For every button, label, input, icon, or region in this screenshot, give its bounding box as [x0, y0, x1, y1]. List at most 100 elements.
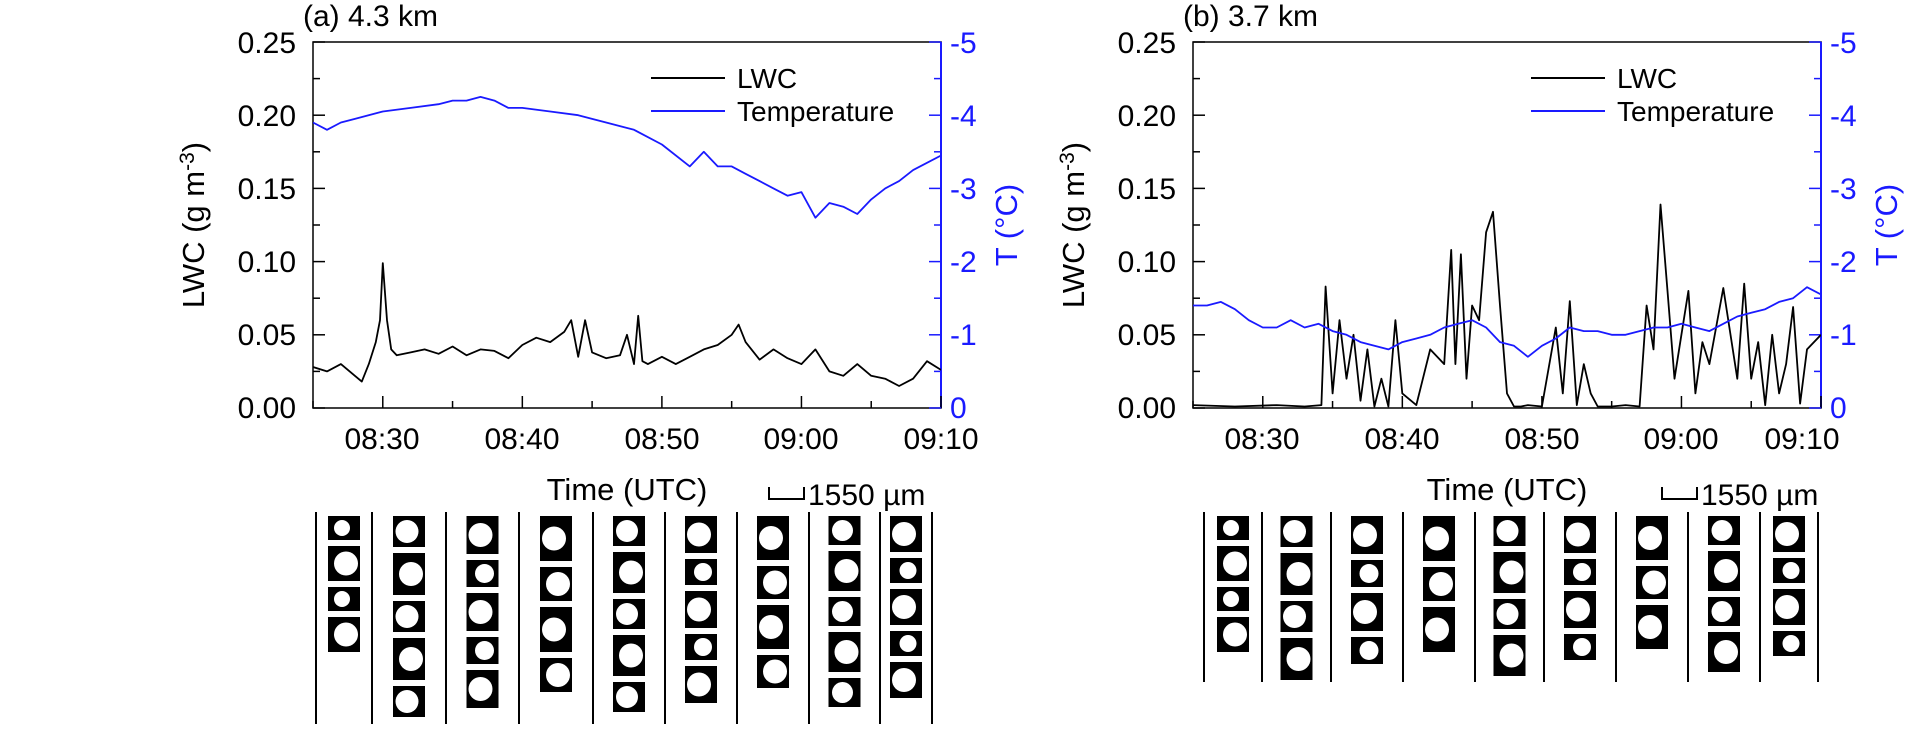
y-left-tick-b-3: 0.15 — [1118, 173, 1176, 206]
chart-panel-a: (a) 4.3 km 0.00 0.05 0.10 0.15 0.20 0.25… — [176, 0, 1024, 724]
particle-shape — [1775, 522, 1799, 546]
particle-image-strips-b — [1203, 512, 1819, 682]
y-right-tick-b-3: -3 — [1830, 173, 1857, 206]
particle-shape — [399, 562, 423, 586]
particle-shape — [1499, 643, 1524, 668]
y-right-tick-b-1: -1 — [1830, 319, 1857, 352]
particle-shape — [763, 659, 787, 684]
series-group-a — [313, 96, 941, 387]
x-tick-a-3: 09:00 — [763, 423, 838, 456]
particle-shape — [1425, 617, 1449, 642]
y-left-tick-b-2: 0.10 — [1118, 246, 1176, 279]
particle-shape — [334, 622, 358, 647]
particle-shape — [1223, 622, 1247, 647]
particle-shape — [468, 523, 493, 547]
particle-shape — [1775, 595, 1799, 619]
x-tick-a-4: 09:10 — [903, 423, 978, 456]
particle-shape — [1359, 641, 1379, 660]
y-right-tick-a-3: -3 — [950, 173, 977, 206]
particle-shape — [899, 635, 917, 652]
scale-bar-label-b: 1550 µm — [1701, 479, 1818, 512]
y-left-tick-a-4: 0.20 — [238, 100, 296, 133]
particle-shape — [1714, 559, 1738, 583]
particle-shape — [1353, 523, 1377, 547]
legend-label-lwc-b: LWC — [1617, 63, 1677, 94]
particle-shape — [1223, 551, 1247, 576]
scale-bar-b — [1661, 487, 1698, 500]
series-line-temperature — [313, 96, 941, 219]
y-right-tick-a-4: -4 — [950, 100, 977, 133]
axis-ticks-b — [1192, 41, 1822, 409]
panel-a-title: (a) 4.3 km — [303, 0, 438, 33]
particle-shape — [1496, 520, 1519, 542]
particle-shape — [1711, 520, 1733, 541]
particle-shape — [1499, 560, 1524, 585]
particle-shape — [899, 562, 917, 579]
particle-shape — [687, 522, 711, 547]
legend-a: LWC Temperature — [651, 63, 894, 127]
x-tick-a-1: 08:40 — [484, 423, 559, 456]
particle-shape — [1638, 615, 1662, 639]
particle-shape — [832, 520, 853, 541]
y-left-tick-b-1: 0.05 — [1118, 319, 1176, 352]
particle-shape — [694, 563, 712, 581]
series-line-temperature — [1193, 286, 1821, 358]
particle-shape — [687, 672, 711, 697]
x-tick-b-3: 09:00 — [1643, 423, 1718, 456]
y-left-tick-b-5: 0.25 — [1118, 27, 1176, 60]
particle-shape — [1573, 638, 1591, 656]
y-left-tick-a-5: 0.25 — [238, 27, 296, 60]
particle-shape — [395, 605, 419, 628]
particle-shape — [1223, 591, 1239, 607]
axis-ticks-a — [312, 41, 942, 409]
y-left-tick-a-1: 0.05 — [238, 319, 296, 352]
particle-shape — [694, 638, 712, 656]
y-right-tick-a-0: 0 — [950, 392, 967, 425]
particle-shape — [759, 526, 783, 550]
particle-shape — [542, 617, 566, 642]
particle-shape — [1283, 520, 1306, 543]
legend-label-lwc-a: LWC — [737, 63, 797, 94]
particle-shape — [1711, 601, 1733, 622]
particle-shape — [1359, 564, 1379, 583]
y-right-axis-title-a: T (°C) — [989, 184, 1024, 266]
particle-shape — [759, 615, 783, 639]
legend-b: LWC Temperature — [1531, 63, 1774, 127]
particle-shape — [395, 690, 419, 713]
particle-shape — [1782, 635, 1800, 652]
x-axis-title-b: Time (UTC) — [1427, 472, 1588, 507]
legend-label-temperature-b: Temperature — [1617, 96, 1774, 127]
series-line-lwc — [1193, 203, 1821, 408]
y-right-tick-b-2: -2 — [1830, 246, 1857, 279]
particle-shape — [546, 572, 570, 596]
particle-shape — [1353, 600, 1377, 624]
particle-image-strips-a — [315, 512, 933, 724]
x-tick-b-2: 08:50 — [1504, 423, 1579, 456]
particle-shape — [834, 640, 859, 664]
particle-shape — [616, 686, 638, 708]
particle-shape — [619, 560, 643, 585]
scale-bar-label-a: 1550 µm — [808, 479, 925, 512]
x-axis-title-a: Time (UTC) — [547, 472, 708, 507]
particle-shape — [832, 682, 853, 703]
particle-shape — [468, 600, 493, 624]
y-right-tick-a-2: -2 — [950, 246, 977, 279]
particle-shape — [892, 522, 916, 546]
x-tick-b-0: 08:30 — [1224, 423, 1299, 456]
particle-shape — [1566, 522, 1590, 547]
particle-shape — [475, 641, 494, 660]
particle-shape — [334, 520, 350, 536]
y-left-axis-title-a: LWC (g m-3) — [176, 142, 211, 308]
particle-shape — [468, 677, 493, 701]
particle-shape — [619, 643, 643, 668]
particle-shape — [616, 603, 638, 625]
scale-bar-a — [768, 487, 805, 500]
particle-shape — [1782, 562, 1800, 579]
y-left-tick-b-0: 0.00 — [1118, 392, 1176, 425]
particle-shape — [1286, 562, 1311, 586]
particle-shape — [1223, 520, 1239, 536]
y-right-tick-a-5: -5 — [950, 27, 977, 60]
y-right-tick-a-1: -1 — [950, 319, 977, 352]
particle-shape — [1642, 570, 1666, 595]
series-line-lwc — [313, 262, 941, 387]
